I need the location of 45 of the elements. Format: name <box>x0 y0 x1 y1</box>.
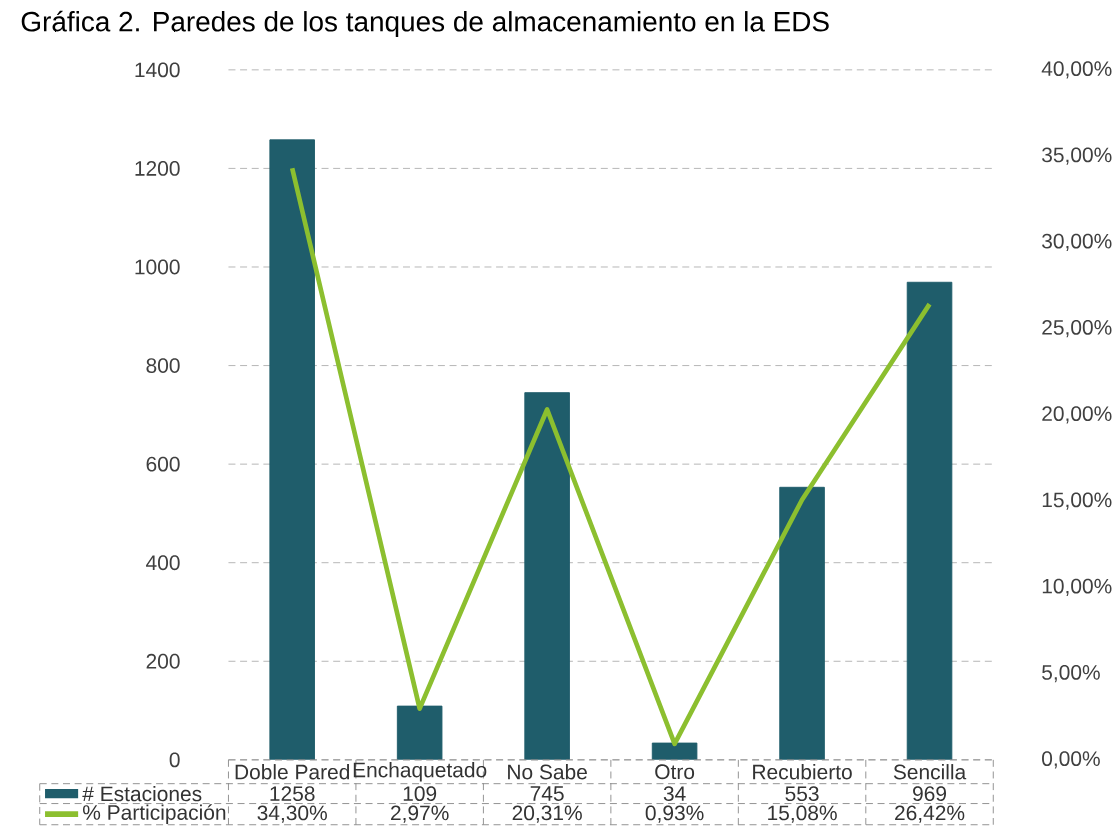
y2-tick-label: 25,00% <box>1042 319 1112 338</box>
legend-label: % Participación <box>82 804 226 824</box>
x-tick-label: Doble Pared <box>235 763 350 780</box>
data-label: 745 <box>530 786 564 801</box>
bar <box>906 281 953 760</box>
chart-title: Gráfica 2. Paredes de los tanques de almacenamiento en la EDS <box>21 10 829 37</box>
y-tick-label: 600 <box>146 456 180 472</box>
data-label: 15,08% <box>768 805 837 823</box>
data-label: 34,30% <box>257 805 327 823</box>
x-tick-label: Enchaquetado <box>353 761 487 782</box>
line-series <box>289 165 932 746</box>
y2-tick-label: 10,00% <box>1042 578 1112 596</box>
y-tick-label: 1400 <box>135 62 180 78</box>
legend-label: # Estaciones <box>82 785 202 802</box>
data-label: 2,97% <box>391 805 449 823</box>
y-tick-label: 1000 <box>135 259 180 275</box>
data-label: 969 <box>913 786 947 801</box>
y2-tick-label: 40,00% <box>1041 61 1112 79</box>
data-label: 1258 <box>270 786 315 801</box>
bar <box>524 392 570 760</box>
x-tick-label: No Sabe <box>508 763 587 780</box>
y2-tick-label: 15,00% <box>1042 492 1112 510</box>
x-tick-label: Sencilla <box>893 763 967 780</box>
y2-tick-label: 20,00% <box>1042 406 1112 424</box>
data-label: 34 <box>663 786 686 801</box>
y2-tick-label: 0,00% <box>1042 751 1100 769</box>
y2-tick-label: 35,00% <box>1042 147 1112 165</box>
bar <box>779 486 825 760</box>
bar <box>269 139 315 760</box>
y2-tick-label: 5,00% <box>1042 664 1100 683</box>
data-label: 0,93% <box>645 805 704 823</box>
bar <box>651 742 698 760</box>
data-label: 26,42% <box>895 805 965 823</box>
y-tick-label: 200 <box>146 653 180 669</box>
x-tick-label: Otro <box>655 764 695 780</box>
y-tick-label: 0 <box>169 752 180 768</box>
bar <box>396 705 443 760</box>
y2-tick-label: 30,00% <box>1042 233 1112 251</box>
data-label: 20,31% <box>512 805 582 823</box>
data-label: 109 <box>403 786 437 801</box>
y-tick-label: 800 <box>146 357 180 373</box>
y-tick-label: 1200 <box>135 160 180 176</box>
x-tick-label: Recubierto <box>753 763 852 780</box>
data-label: 553 <box>785 786 819 801</box>
y-tick-label: 400 <box>146 555 180 570</box>
